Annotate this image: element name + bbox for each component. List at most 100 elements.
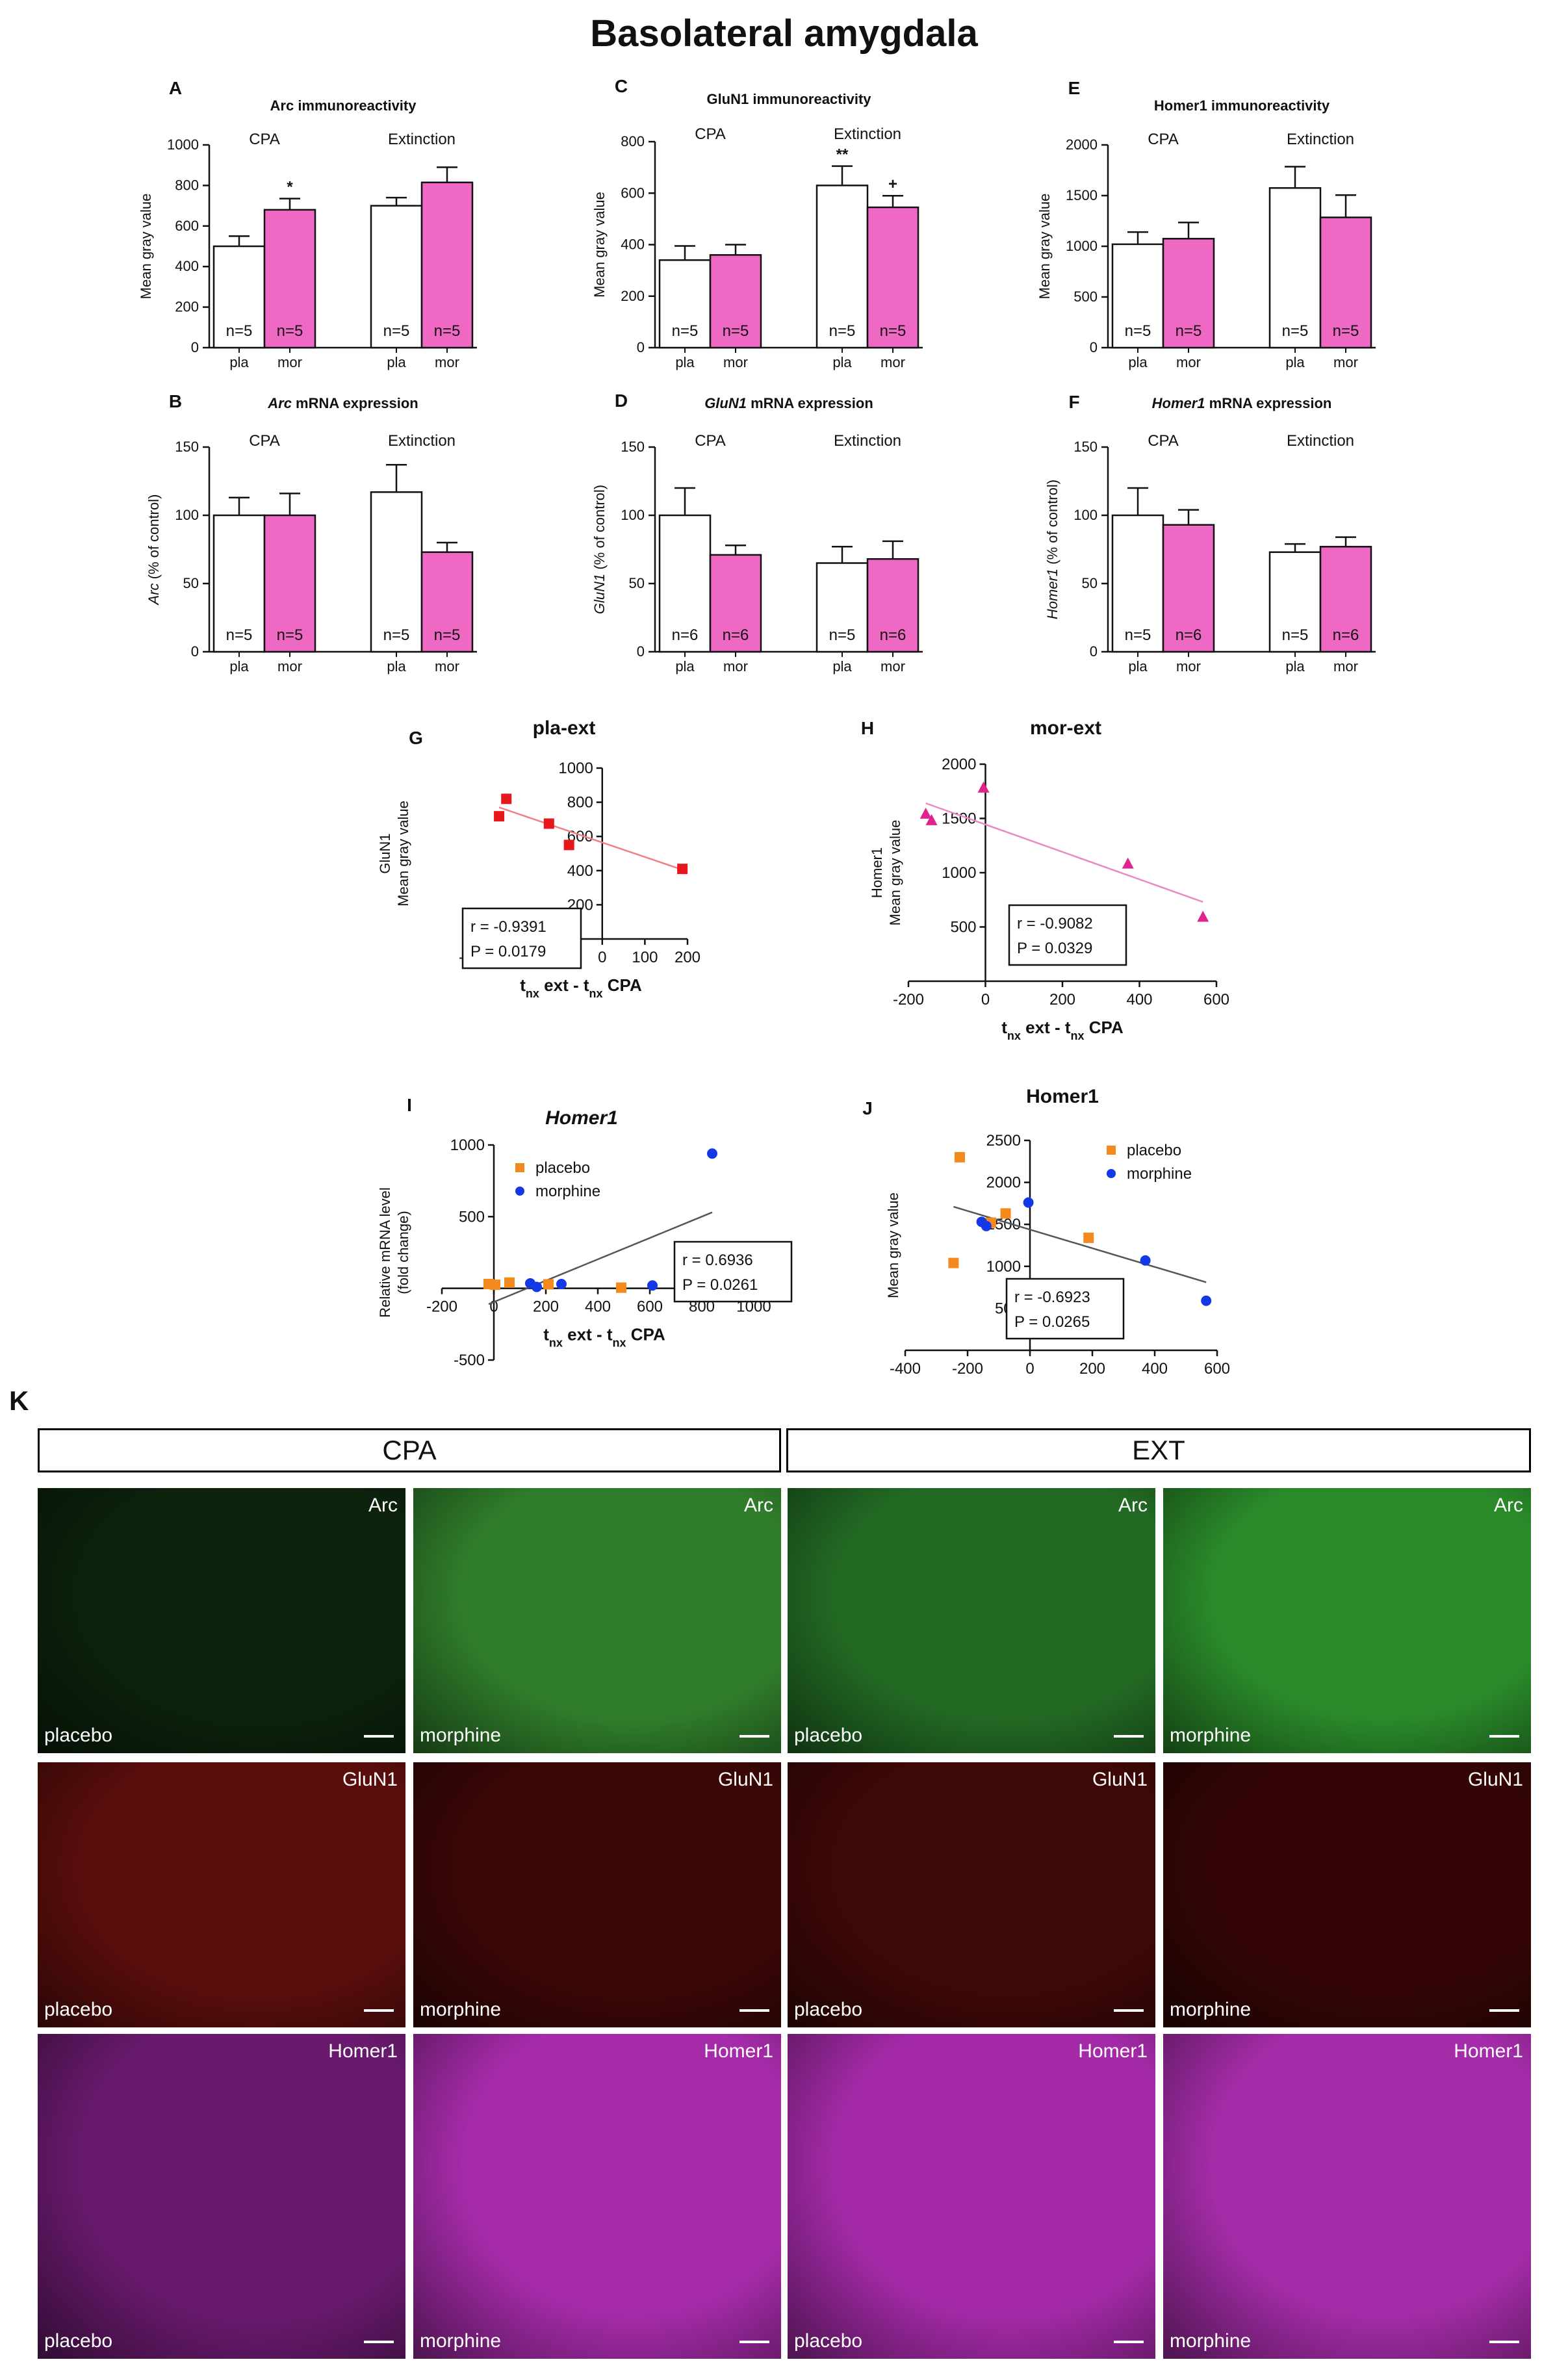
scale-bar	[364, 2341, 394, 2343]
data-point-square	[494, 811, 505, 822]
micrograph-stain-label: GluN1	[342, 1769, 398, 1790]
legend-swatch-placebo	[1107, 1146, 1116, 1155]
y-axis-label: Relative mRNA level	[377, 1187, 393, 1318]
xlabel-subscript: nx	[549, 1337, 563, 1350]
panel-title: Homer1	[1026, 1086, 1099, 1107]
bar-morphine	[709, 554, 762, 653]
y-tick-label: 2000	[1066, 136, 1098, 153]
stats-p: P = 0.0179	[470, 943, 546, 960]
micrograph-stain-label: Arc	[1494, 1495, 1523, 1516]
y-axis-label-italic: GluN1	[591, 574, 608, 614]
panel-title: Homer1 immunoreactivity	[1154, 97, 1330, 114]
figure-charts: A Arc immunoreactivity CPA Extinction 0 200 40…	[138, 76, 1376, 1378]
panel-letter: H	[861, 718, 874, 738]
micrograph-homer1-placebo-ext: Homer1 placebo	[788, 2034, 1155, 2359]
bar-placebo	[212, 245, 266, 349]
panel-title-part: GluN1	[704, 395, 747, 411]
y-tick-label: 500	[1073, 289, 1098, 305]
micrograph-condition-label: placebo	[794, 2330, 863, 2352]
y-tick-label: 0	[191, 643, 199, 660]
y-tick-label: 600	[175, 218, 199, 234]
x-tick-label: mor	[880, 354, 905, 370]
data-point-square	[1083, 1232, 1094, 1243]
group-label-cpa: CPA	[1148, 432, 1179, 450]
data-point-square	[504, 1277, 515, 1288]
stats-r: r = 0.6936	[682, 1252, 753, 1269]
micrograph-stain-label: Arc	[744, 1495, 773, 1516]
n-label: n=6	[723, 626, 749, 644]
y-tick-label: 2000	[986, 1174, 1021, 1192]
micrograph-stain-label: GluN1	[717, 1769, 773, 1790]
scale-bar	[1489, 1735, 1519, 1738]
micrograph-condition-label: morphine	[420, 2330, 502, 2352]
n-label: n=5	[277, 626, 303, 644]
bar-placebo	[658, 259, 712, 349]
micrograph-condition-label: placebo	[44, 1725, 113, 1746]
y-axis-label: Homer1	[869, 847, 885, 898]
bar-panel-b: B Arc mRNA expression CPA Extinction 0 50 100 1…	[146, 391, 477, 675]
xlabel-subscript: nx	[613, 1337, 626, 1350]
y-axis-label-italic: Arc	[146, 583, 162, 606]
bar-panel-d: D GluN1 mRNA expression CPA Extinction 0 50 10…	[591, 391, 923, 675]
x-tick-label: -200	[893, 991, 924, 1009]
data-point-triangle	[977, 781, 990, 793]
data-point-circle	[532, 1281, 542, 1292]
n-label: n=5	[1282, 322, 1309, 340]
legend-swatch-morphine	[515, 1187, 524, 1196]
micrograph-stain-label: Homer1	[1078, 2040, 1148, 2062]
x-tick-label: pla	[229, 354, 249, 370]
data-point-square	[1000, 1208, 1011, 1219]
panel-title: mor-ext	[1030, 717, 1101, 739]
data-point-circle	[1201, 1295, 1212, 1306]
x-tick-label: 400	[1126, 991, 1152, 1009]
micrograph-stain-label: Arc	[368, 1495, 398, 1516]
legend-label: placebo	[1127, 1142, 1181, 1159]
n-label: n=5	[723, 322, 749, 340]
panel-title-part: Homer1 immunoreactivity	[1154, 97, 1330, 114]
scale-bar	[1489, 2009, 1519, 2012]
xlabel-subscript: nx	[589, 987, 603, 1000]
x-tick-label: mor	[723, 658, 748, 675]
xlabel-part: CPA	[603, 975, 642, 995]
y-axis-label: Mean gray value	[1036, 194, 1053, 300]
y-axis-label-text: (% of control)	[146, 495, 162, 584]
y-axis-label: Mean gray value	[138, 194, 154, 300]
y-axis-label-text: (% of control)	[1044, 480, 1060, 569]
y-axis-label-italic: Homer1	[1044, 569, 1060, 619]
y-axis-label: (fold change)	[395, 1211, 411, 1294]
x-tick-label: 200	[1049, 991, 1075, 1009]
xlabel-part: t	[543, 1325, 549, 1344]
x-tick-label: 600	[1203, 991, 1229, 1009]
x-axis-label: tnx ext - tnx CPA	[543, 1325, 665, 1350]
y-tick-label: 100	[621, 507, 645, 523]
x-tick-label: -200	[952, 1360, 983, 1378]
y-tick-label: 800	[175, 177, 199, 193]
micrograph-condition-label: morphine	[1170, 1999, 1252, 2020]
x-tick-label: -200	[426, 1298, 457, 1316]
x-tick-label: 400	[1142, 1360, 1168, 1378]
y-tick-label: 400	[175, 258, 199, 274]
stats-r: r = -0.9082	[1017, 915, 1093, 932]
x-tick-label: mor	[880, 658, 905, 675]
x-tick-label: mor	[1333, 354, 1358, 370]
x-tick-label: -400	[890, 1360, 921, 1378]
micrograph-homer1-placebo-cpa: Homer1 placebo	[38, 2034, 405, 2359]
x-tick-label: pla	[1128, 354, 1148, 370]
micrograph-stain-label: Homer1	[1454, 2040, 1523, 2062]
micrograph-condition-label: morphine	[1170, 1725, 1252, 1746]
y-tick-label: 0	[191, 339, 199, 355]
y-tick-label: 50	[629, 575, 645, 591]
group-label-cpa: CPA	[695, 125, 726, 143]
panel-letter-k: K	[9, 1385, 29, 1416]
y-tick-label: 0	[1090, 643, 1098, 660]
y-axis-label-text: Mean gray value	[138, 194, 154, 300]
legend-swatch-morphine	[1107, 1169, 1116, 1178]
data-point-circle	[981, 1220, 992, 1231]
n-label: n=5	[383, 626, 410, 644]
n-label: n=5	[226, 322, 253, 340]
micrograph-condition-label: morphine	[1170, 2330, 1252, 2352]
n-label: n=5	[226, 626, 253, 644]
bar-morphine	[263, 209, 316, 349]
n-label: n=5	[829, 626, 856, 644]
